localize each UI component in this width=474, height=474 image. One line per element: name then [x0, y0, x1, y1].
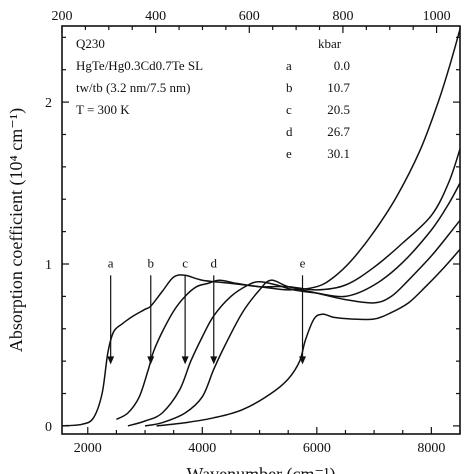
marker-label: e [300, 255, 306, 270]
marker-arrowhead [181, 356, 189, 365]
marker-label: c [182, 255, 188, 270]
marker-arrowhead [147, 356, 155, 365]
x-tick-label: 4000 [188, 441, 216, 456]
pressure-row-label: c [286, 102, 292, 117]
pressure-row-label: e [286, 146, 292, 161]
x-tick-label: 2000 [74, 441, 102, 456]
top-tick-label: 200 [52, 9, 73, 24]
pressure-row-value: 20.5 [327, 102, 350, 117]
marker-label: b [148, 255, 155, 270]
plot-frame [61, 25, 461, 435]
marker-arrowhead [299, 356, 307, 365]
pressure-table: kbar a 0.0 b 10.7 c 20.5 d 26.7 e 30.1 [286, 36, 351, 161]
marker-label: d [211, 255, 218, 270]
pressure-row-label: d [286, 124, 293, 139]
y-tick-label: 2 [45, 96, 52, 111]
edge-markers: a b c d e [107, 255, 307, 365]
y-axis-label: Absorption coefficient (10⁴ cm⁻¹) [6, 108, 27, 352]
marker-arrowhead [107, 356, 115, 365]
top-axis-tick-labels: 200 400 600 800 1000 [52, 9, 451, 24]
pressure-row-label: b [286, 80, 293, 95]
annotation-line-4: T = 300 K [76, 102, 130, 117]
absorption-curve-4 [144, 219, 461, 427]
top-tick-label: 600 [239, 9, 260, 24]
top-tick-label: 400 [145, 9, 166, 24]
top-tick-label: 800 [332, 9, 353, 24]
annotation-line-2: HgTe/Hg0.3Cd0.7Te SL [76, 58, 203, 73]
bottom-axis-tick-labels: 2000 4000 6000 8000 [74, 441, 446, 456]
absorption-curve-1 [61, 28, 461, 427]
pressure-row-label: a [286, 58, 292, 73]
pressure-row-value: 26.7 [327, 124, 350, 139]
annotation-line-1: Q230 [76, 36, 105, 51]
pressure-table-header: kbar [318, 36, 342, 51]
absorption-curves [61, 28, 461, 427]
x-tick-label: 6000 [303, 441, 331, 456]
left-axis-tick-labels: 0 1 2 [45, 96, 52, 435]
axis-ticks [61, 26, 461, 434]
annotation-line-3: tw/tb (3.2 nm/7.5 nm) [76, 80, 190, 95]
top-tick-label: 1000 [423, 9, 451, 24]
marker-arrowhead [210, 356, 218, 365]
pressure-row-value: 10.7 [327, 80, 350, 95]
absorption-curve-5 [156, 248, 461, 427]
marker-label: a [108, 255, 114, 270]
y-tick-label: 1 [45, 258, 52, 273]
pressure-row-value: 0.0 [334, 58, 350, 73]
sample-annotation: Q230 HgTe/Hg0.3Cd0.7Te SL tw/tb (3.2 nm/… [76, 36, 203, 117]
x-axis-label: Wavenumber (cm⁻¹) [187, 464, 336, 474]
absorption-curve-3 [127, 182, 461, 427]
pressure-row-value: 30.1 [327, 146, 350, 161]
absorption-curve-2 [116, 148, 461, 421]
y-tick-label: 0 [45, 420, 52, 435]
x-tick-label: 8000 [417, 441, 445, 456]
